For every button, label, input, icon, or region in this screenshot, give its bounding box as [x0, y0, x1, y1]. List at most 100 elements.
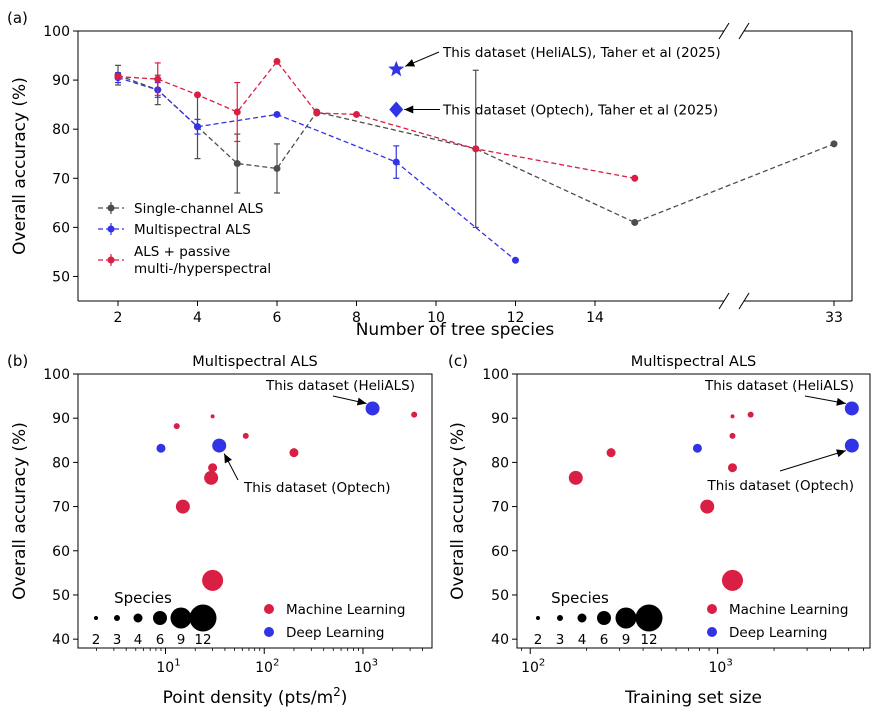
method-legend-label: Deep Learning	[286, 625, 384, 641]
x-tick-label-a: 6	[273, 310, 282, 326]
arrowhead	[224, 453, 232, 464]
scatter-point	[242, 432, 249, 439]
species-size-label: 4	[578, 632, 587, 648]
panel-c: (c) Multispectral ALS 40 50 60 70 80 90 100 102 10…	[448, 352, 871, 708]
arrowhead	[356, 397, 367, 406]
data-point-a	[233, 160, 241, 168]
scatter-point	[202, 569, 224, 591]
species-size-label: 2	[92, 632, 101, 648]
method-legend-label: Machine Learning	[729, 602, 848, 618]
scatter-point	[700, 499, 715, 514]
scatter-point	[568, 470, 583, 485]
scatter-point	[204, 470, 219, 485]
y-tick-label: 80	[491, 455, 509, 471]
scatter-point	[208, 463, 218, 473]
method-legend-marker	[707, 627, 717, 637]
y-axis-label: Overall accuracy (%)	[10, 422, 30, 600]
x-axis-label: Point density (pts/m2)	[163, 685, 348, 708]
legend-label-a: ALS + passive	[134, 244, 230, 260]
species-size-marker	[94, 616, 98, 620]
scatter-point	[844, 438, 859, 453]
scatter-point	[365, 401, 380, 416]
data-point-a	[273, 110, 281, 118]
species-size-marker	[536, 616, 540, 620]
species-size-label: 9	[177, 632, 186, 648]
y-tick-label: 60	[491, 544, 509, 560]
y-tick-label: 60	[52, 544, 70, 560]
x-tick-label-a: 4	[193, 310, 202, 326]
data-point-a	[472, 145, 480, 153]
axis-break-mark-a	[738, 292, 750, 310]
axis-break-mark-a	[718, 22, 730, 40]
species-size-marker	[635, 604, 663, 632]
scatter-point	[606, 448, 616, 458]
data-point-a	[194, 123, 201, 131]
annotation-arrow	[779, 450, 846, 472]
method-legend-label: Deep Learning	[729, 625, 827, 641]
data-point-a	[313, 109, 321, 117]
data-point-a	[631, 218, 639, 226]
species-size-label: 12	[640, 632, 657, 648]
data-point-a	[154, 75, 162, 83]
species-size-label: 6	[156, 632, 165, 648]
y-tick-label: 40	[52, 632, 70, 648]
species-size-marker	[597, 611, 611, 625]
star-marker-heliALS	[388, 60, 405, 77]
scatter-point	[747, 411, 754, 418]
method-legend-marker	[264, 627, 274, 637]
species-legend-title: Species	[551, 589, 609, 607]
scatter-point	[844, 401, 859, 416]
species-size-marker	[615, 607, 637, 629]
data-point-a	[233, 108, 241, 116]
x-tick-label-a: 2	[114, 310, 123, 326]
annotation-heliALS: This dataset (HeliALS)	[704, 378, 854, 394]
axis-break-mark-a	[738, 22, 750, 40]
species-size-marker	[577, 613, 587, 623]
y-tick-label: 40	[491, 632, 509, 648]
species-legend-title: Species	[114, 589, 172, 607]
y-tick-label-a: 80	[52, 122, 70, 138]
data-point-a	[392, 158, 400, 166]
annotation-optech: This dataset (Optech)	[706, 478, 854, 494]
y-tick-label-a: 60	[52, 220, 70, 236]
species-size-marker	[557, 615, 563, 621]
data-point-a	[830, 140, 838, 148]
scatter-point	[730, 414, 735, 419]
scatter-point	[156, 443, 166, 453]
species-size-marker	[114, 615, 120, 621]
y-tick-label-a: 50	[52, 269, 70, 285]
y-tick-label: 70	[52, 500, 70, 516]
y-tick-label: 100	[43, 367, 70, 383]
scatter-point	[175, 499, 190, 514]
scatter-point	[411, 411, 418, 418]
data-point-a	[114, 73, 122, 81]
x-tick-label-a: 12	[507, 310, 525, 326]
data-point-a	[631, 174, 639, 182]
y-tick-label: 50	[491, 588, 509, 604]
panel-title: Multispectral ALS	[631, 354, 756, 370]
panel-a: (a) 50 60 70 80 90 100 2 4 6 8 10 12 14 33 This dataset…	[7, 9, 853, 340]
x-axis-label: Training set size	[624, 688, 762, 708]
y-tick-label: 50	[52, 588, 70, 604]
scatter-point	[692, 443, 702, 453]
data-point-a	[273, 164, 281, 172]
annotation-optech-a: This dataset (Optech), Taher et al (2025…	[442, 103, 718, 119]
method-legend-marker	[264, 604, 274, 614]
species-size-label: 9	[622, 632, 631, 648]
species-size-marker	[133, 613, 143, 623]
data-point-a	[512, 256, 519, 264]
x-tick-label-a: 33	[825, 310, 843, 326]
x-tick-label: 103	[354, 658, 378, 676]
y-tick-label: 90	[491, 411, 509, 427]
species-size-marker	[170, 607, 192, 629]
x-tick-label: 102	[255, 658, 279, 676]
species-size-marker	[153, 611, 167, 625]
scatter-point	[721, 569, 743, 591]
annotation-heliALS: This dataset (HeliALS)	[265, 378, 415, 394]
y-tick-label-a: 100	[43, 24, 70, 40]
species-size-label: 2	[534, 632, 543, 648]
legend-label-a: Multispectral ALS	[134, 222, 251, 238]
legend-marker-a	[107, 256, 115, 264]
species-size-label: 3	[556, 632, 565, 648]
